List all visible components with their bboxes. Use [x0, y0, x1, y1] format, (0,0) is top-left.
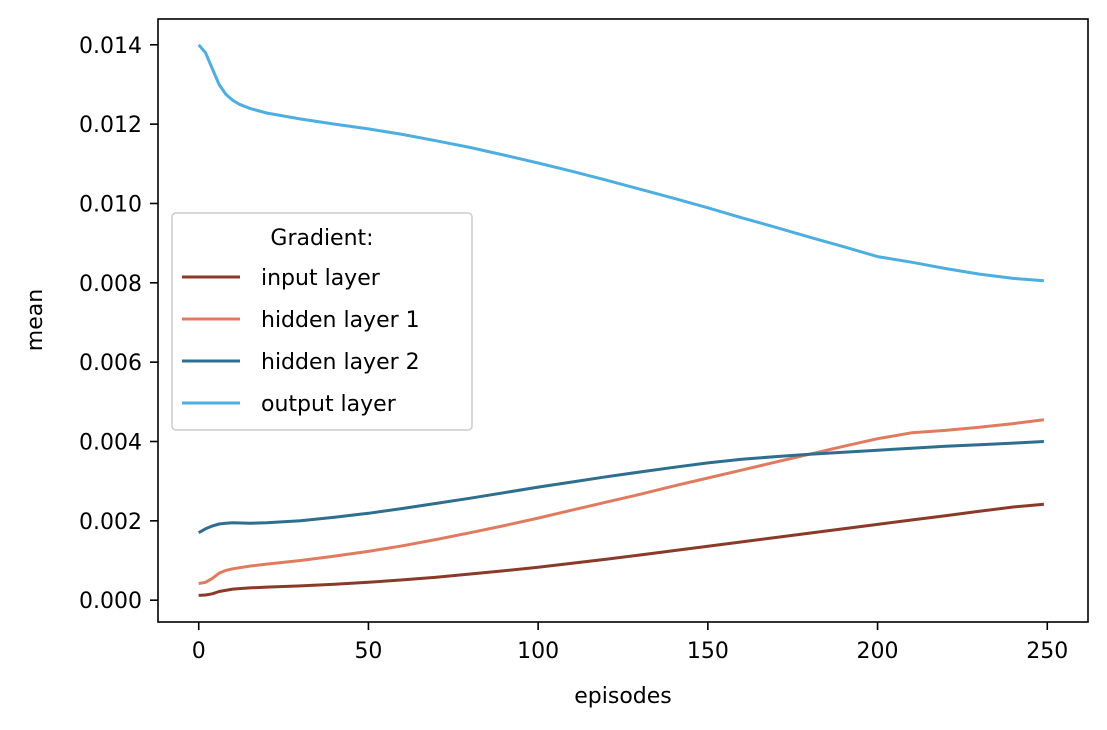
x-tick-label: 50	[354, 639, 382, 664]
y-tick-label: 0.002	[79, 510, 142, 535]
y-tick-label: 0.014	[79, 34, 142, 59]
x-axis: 0 50 100 150 200 250	[192, 622, 1068, 664]
y-tick-label: 0.000	[79, 589, 142, 614]
x-tick-label: 150	[687, 639, 729, 664]
x-tick-label: 100	[517, 639, 559, 664]
x-tick-label: 200	[857, 639, 899, 664]
y-axis-label: mean	[23, 289, 48, 351]
legend-title: Gradient:	[270, 226, 373, 251]
x-axis-label: episodes	[574, 684, 672, 709]
legend-box	[171, 212, 473, 431]
series-line-4	[197, 43, 1045, 283]
legend-label-4: output layer	[261, 392, 397, 417]
series-layer	[197, 43, 1045, 597]
x-tick-label: 250	[1026, 639, 1068, 664]
y-tick-label: 0.006	[79, 351, 142, 376]
legend-label-1: input layer	[261, 266, 381, 291]
legend: Gradient: input layer hidden layer 1 hidden…	[171, 212, 473, 431]
y-tick-label: 0.012	[79, 113, 142, 138]
y-axis: 0.000 0.002 0.004 0.006 0.008 0.010 0.012 0.014	[79, 34, 158, 614]
y-tick-label: 0.008	[79, 272, 142, 297]
series-line-3	[197, 440, 1044, 535]
plot-frame	[157, 18, 1089, 623]
series-line-2	[198, 418, 1045, 585]
y-tick-label: 0.010	[79, 192, 142, 217]
legend-label-2: hidden layer 1	[261, 308, 420, 333]
y-tick-label: 0.004	[79, 430, 142, 455]
series-line-1	[198, 502, 1045, 597]
legend-label-3: hidden layer 2	[261, 350, 420, 375]
x-tick-label: 0	[192, 639, 206, 664]
